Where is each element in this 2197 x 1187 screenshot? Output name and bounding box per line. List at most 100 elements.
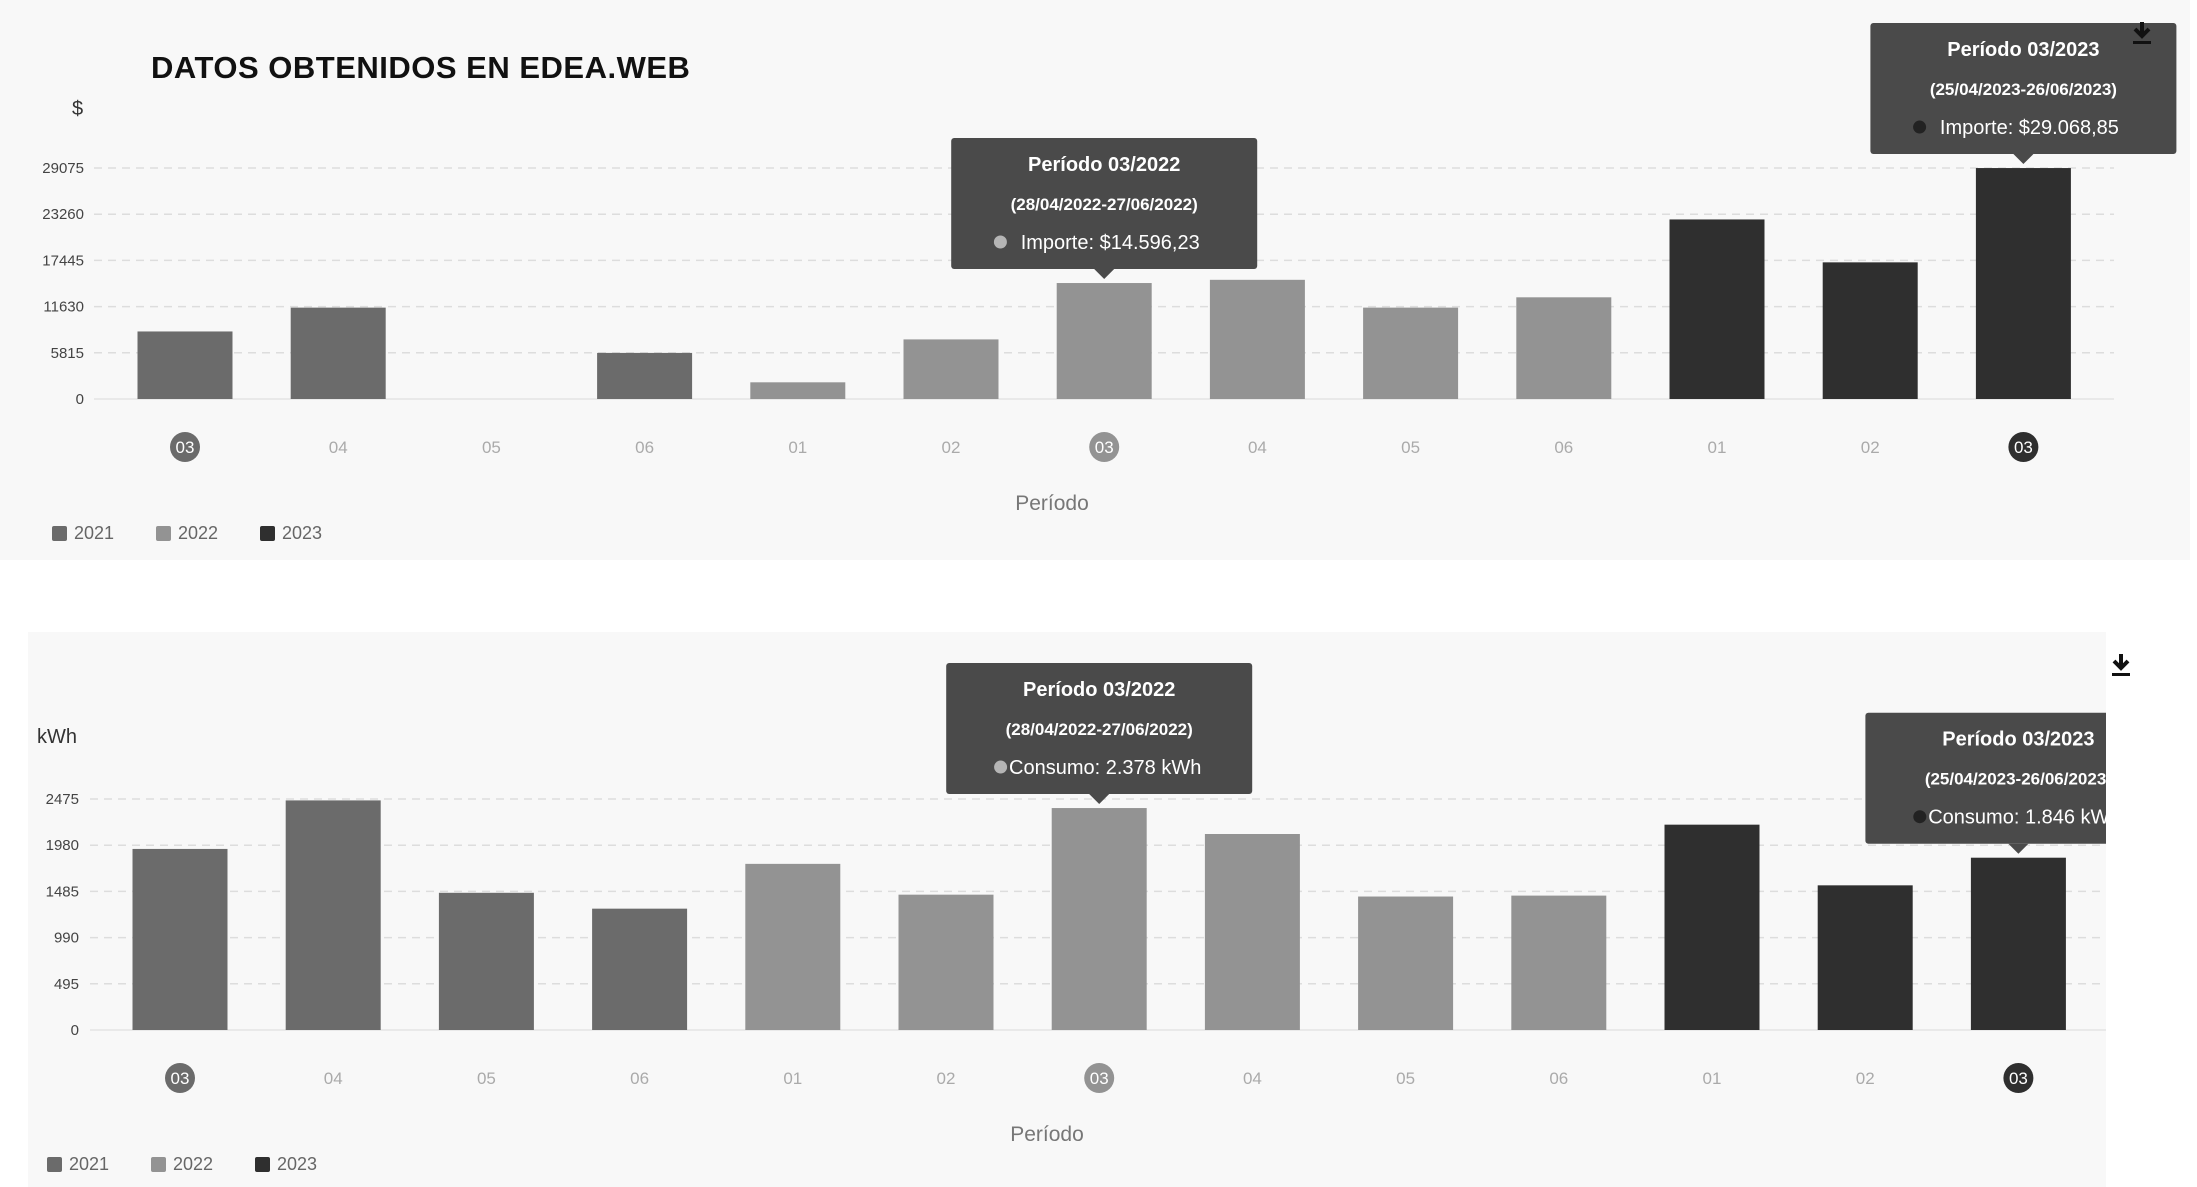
consumo-legend-item-2022[interactable]: 2022 [151,1154,213,1174]
importe-y-tick-label: 0 [76,391,84,408]
importe-bar[interactable] [1056,283,1152,399]
importe-tooltip: Período 03/2022 (28/04/2022-27/06/2022) Im… [951,138,1258,280]
consumo-bar[interactable] [1970,857,2066,1030]
consumo-tooltip-range: (25/04/2023-26/06/2023) [1925,770,2106,789]
importe-bar[interactable] [903,339,999,399]
consumo-bar[interactable] [1204,834,1300,1030]
download-consumo-button[interactable] [2106,650,2136,680]
consumo-bar[interactable] [1051,808,1147,1030]
importe-legend-item-2023[interactable]: 2023 [260,523,322,543]
importe-chart-panel: DATOS OBTENIDOS EN EDEA.WEB $0 5815 11630 1… [0,0,2190,560]
importe-x-tick-label: 03 [2014,438,2033,457]
importe-x-tick-label: 02 [1861,438,1880,457]
importe-tooltip: Período 03/2023 (25/04/2023-26/06/2023) Im… [1870,23,2177,165]
importe-tooltip-box [951,138,1258,270]
consumo-bar[interactable] [285,800,381,1030]
importe-legend-swatch [52,526,67,541]
importe-y-axis-label: $ [72,98,83,120]
consumo-legend-item-2023[interactable]: 2023 [255,1154,317,1174]
importe-tooltip-value: Importe: $29.068,85 [1940,117,2119,139]
download-importe-button[interactable] [2127,18,2157,48]
importe-x-tick-label: 03 [176,438,195,457]
importe-x-tick-label: 04 [1248,438,1267,457]
consumo-x-tick-label: 02 [937,1069,956,1088]
importe-x-tick-label: 01 [1708,438,1727,457]
importe-y-tick-label: 23260 [42,206,84,223]
importe-bar[interactable] [137,331,233,399]
consumo-category-marker [2003,1063,2034,1093]
importe-bar[interactable] [1516,297,1612,399]
consumo-bar[interactable] [745,863,841,1030]
importe-tooltip-range: (28/04/2022-27/06/2022) [1011,195,1198,214]
consumo-x-tick-label: 06 [1549,1069,1568,1088]
consumo-y-tick-label: 2475 [46,791,79,808]
consumo-x-tick-label: 01 [783,1069,802,1088]
consumo-legend-swatch [47,1157,62,1172]
importe-x-tick-label: 03 [1095,438,1114,457]
consumo-y-tick-label: 1485 [46,883,79,900]
consumo-tooltip-range: (28/04/2022-27/06/2022) [1006,720,1193,739]
importe-tooltip-range: (25/04/2023-26/06/2023) [1930,80,2117,99]
consumo-x-tick-label: 05 [477,1069,496,1088]
download-icon [2112,654,2130,676]
importe-tooltip-pointer [2013,154,2034,165]
importe-x-tick-label: 05 [482,438,501,457]
importe-legend-swatch [260,526,275,541]
importe-bar[interactable] [1363,307,1459,399]
importe-tooltip-title: Período 03/2022 [1028,154,1180,176]
importe-bar[interactable] [1669,219,1765,399]
importe-bar[interactable] [597,352,693,399]
consumo-bar[interactable] [438,892,534,1030]
consumo-tooltip-title: Período 03/2023 [1942,729,2094,751]
consumo-x-tick-label: 04 [1243,1069,1262,1088]
importe-category-marker [170,432,200,462]
consumo-legend-swatch [151,1157,166,1172]
consumo-tooltip-dot [994,760,1008,774]
download-icon [2133,22,2151,44]
page-heading: DATOS OBTENIDOS EN EDEA.WEB [151,50,691,85]
importe-bar[interactable] [1975,168,2071,399]
importe-bar[interactable] [290,307,386,399]
consumo-bar[interactable] [132,848,228,1030]
consumo-bar-chart: kWh 0 495 990 1485 1980 2475 03 04 05 06 01 02 03 04 05… [37,663,2106,1174]
importe-bar[interactable] [1822,262,1918,399]
consumo-legend-label: 2023 [277,1154,317,1174]
consumo-bar[interactable] [592,908,688,1030]
importe-bar[interactable] [750,382,846,399]
consumo-x-tick-label: 01 [1703,1069,1722,1088]
consumo-y-tick-label: 1980 [46,837,79,854]
importe-y-tick-label: 5815 [51,345,84,362]
consumo-bar[interactable] [1358,896,1454,1030]
consumo-x-tick-label: 04 [324,1069,343,1088]
consumo-bar[interactable] [1664,824,1760,1030]
consumo-bar[interactable] [1817,885,1913,1030]
consumo-chart-panel: kWh 0 495 990 1485 1980 2475 03 04 05 06 01 02 03 04 05… [28,632,2130,1187]
consumo-x-tick-label: 05 [1396,1069,1415,1088]
consumo-bar[interactable] [898,894,994,1030]
consumo-tooltip-pointer [1089,794,1110,805]
importe-bar-chart: $0 5815 11630 17445 23260 29075 03 04 05 06 01 02 03… [42,23,2177,543]
importe-x-tick-label: 01 [788,438,807,457]
consumo-y-tick-label: 495 [54,976,79,993]
consumo-tooltip-dot [1913,810,1927,824]
consumo-x-tick-label: 03 [171,1069,190,1088]
consumo-bar[interactable] [1511,895,1607,1030]
consumo-legend-label: 2021 [69,1154,109,1174]
importe-legend-item-2022[interactable]: 2022 [156,523,218,543]
consumo-y-axis-label: kWh [37,726,77,748]
consumo-tooltip-box [1865,712,2106,844]
importe-x-tick-label: 04 [329,438,348,457]
consumo-legend-item-2021[interactable]: 2021 [47,1154,109,1174]
consumo-category-marker [1084,1063,1115,1093]
consumo-x-tick-label: 06 [630,1069,649,1088]
importe-legend-item-2021[interactable]: 2021 [52,523,114,543]
importe-tooltip-dot [1913,120,1927,134]
importe-tooltip-value: Importe: $14.596,23 [1021,232,1200,254]
consumo-tooltip-value: Consumo: 1.846 kWh [1928,807,2106,829]
importe-bar[interactable] [1209,279,1305,399]
consumo-tooltip: Período 03/2023 (25/04/2023-26/06/2023) Co… [1865,712,2106,854]
importe-x-tick-label: 06 [635,438,654,457]
consumo-tooltip-box [946,663,1253,795]
importe-y-tick-label: 11630 [43,299,84,316]
importe-x-tick-label: 05 [1401,438,1420,457]
